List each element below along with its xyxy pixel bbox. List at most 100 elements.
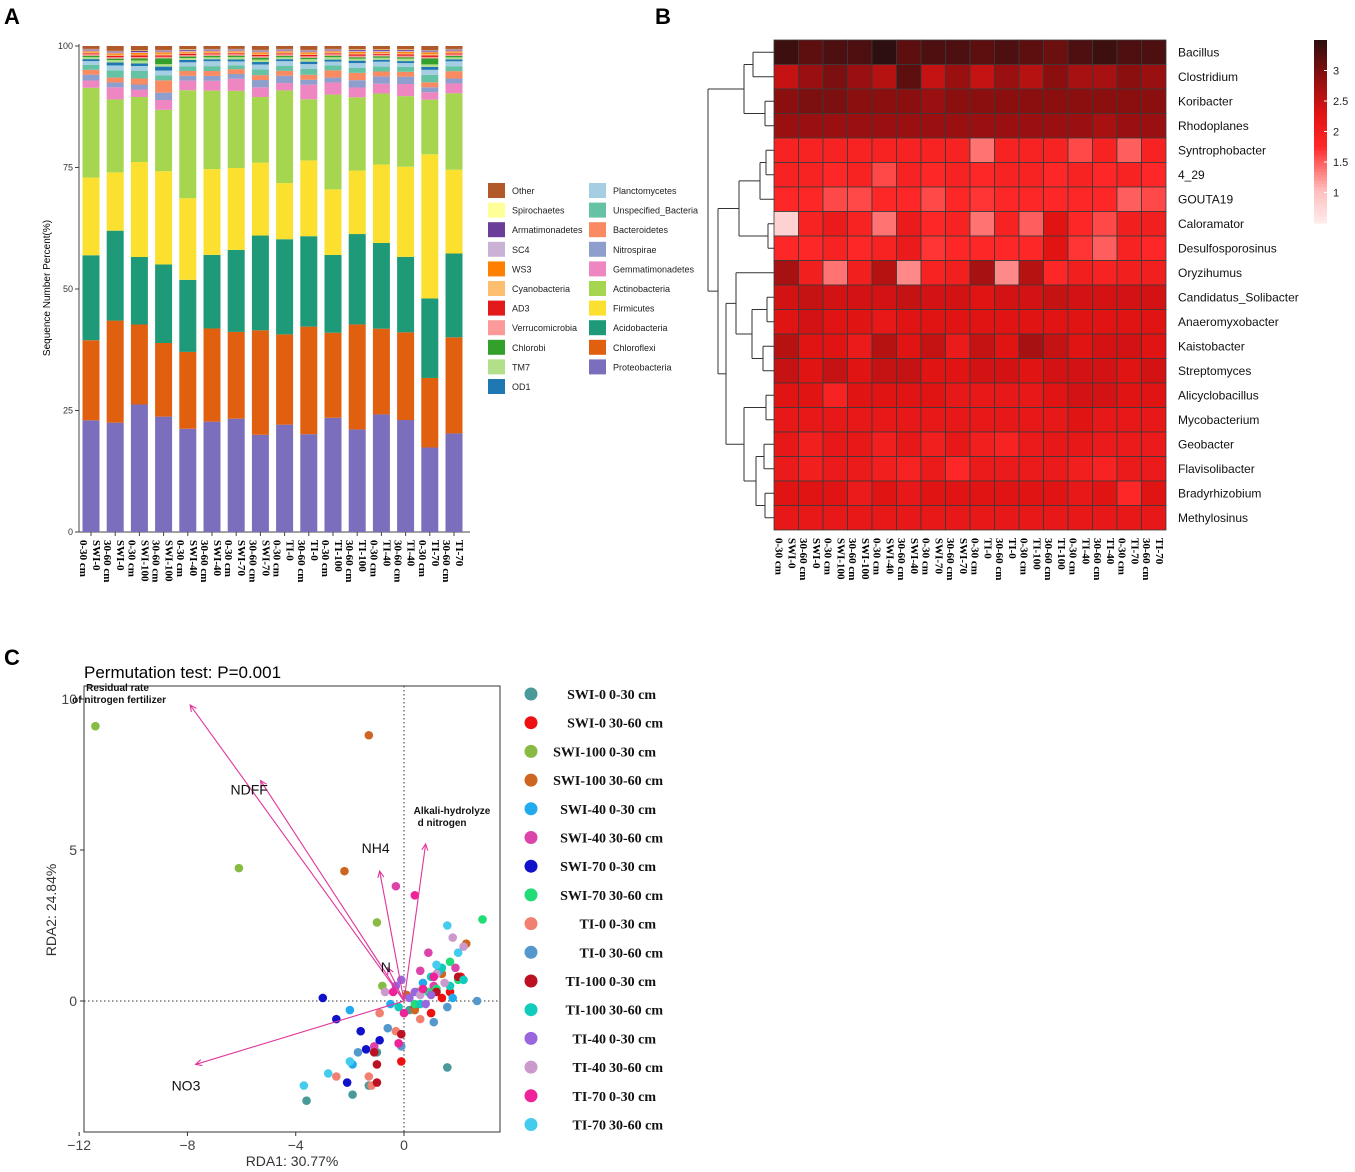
bar-segment-tm7 [348, 58, 366, 61]
rda-point [396, 1057, 406, 1066]
heatmap-cell [969, 382, 995, 408]
heatmap-row-label: Rhodoplanes [1178, 119, 1249, 133]
bar-segment-actinobacteria [300, 99, 318, 161]
bar-segment-sc4 [155, 51, 173, 53]
bar-segment-actinobacteria [155, 109, 173, 172]
bar-segment-proteobacteria [155, 416, 173, 532]
heatmap-cell [798, 260, 824, 286]
heatmap-cell [920, 480, 946, 506]
heatmap-col-label-depth: 0-30 cm [821, 538, 833, 575]
bar-segment-nitrospirae [445, 78, 463, 84]
rda-point [396, 1029, 406, 1039]
heatmap-cell [969, 186, 995, 212]
legend-swatch-chloroflexi [589, 339, 606, 355]
bar-segment-tm7 [82, 57, 100, 60]
bar-segment-ws3 [82, 51, 100, 53]
colorbar-segment [1314, 168, 1327, 172]
heatmap-cell [1043, 88, 1069, 114]
colorbar-tick-label: 1 [1333, 188, 1339, 200]
bar-segment-planctomycetes [203, 61, 221, 67]
bar-segment-proteobacteria [179, 428, 197, 532]
heatmap-cell [994, 480, 1020, 506]
heatmap-cell [945, 382, 971, 408]
bar-segment-tm7 [227, 57, 245, 60]
colorbar-segment [1314, 91, 1327, 96]
rda-point [410, 1005, 420, 1015]
rda-legend-depth: 0-30 cm [609, 860, 656, 875]
bar-chart-x-tick-label: TI-00-30 cm [271, 540, 296, 577]
rda-x-tick-label: 0 [400, 1137, 408, 1153]
bar-segment-actinobacteria [324, 94, 342, 190]
bar-segment-nitrospirae [421, 87, 439, 93]
bar-segment-actinobacteria [82, 87, 100, 178]
heatmap-cell [1092, 186, 1118, 212]
heatmap-row-label: Geobacter [1178, 437, 1234, 451]
legend-label-chloroflexi: Chloroflexi [613, 343, 656, 353]
bar-segment-nitrospirae [106, 82, 124, 88]
bar-segment-actinobacteria [251, 97, 269, 163]
bar-segment-other [348, 46, 366, 50]
bar-segment-ws3 [130, 53, 148, 55]
heatmap-colorbar: 1 1.5 2 2.5 3 [1314, 40, 1348, 224]
heatmap-cell [994, 382, 1020, 408]
heatmap-col-label-treatment: TI-40 [1104, 538, 1116, 565]
rda-legend-marker [524, 1003, 538, 1017]
heatmap-cell [920, 186, 946, 212]
rda-point [361, 1045, 371, 1054]
bar-segment-ad3 [300, 54, 318, 57]
heatmap-cell [896, 260, 922, 286]
heatmap-cell [945, 211, 971, 237]
bar-segment-nitrospirae [397, 76, 415, 84]
heatmap-cell [798, 505, 824, 531]
rda-point [424, 948, 433, 957]
heatmap-cell [1116, 358, 1142, 384]
bar-segment-ad3 [82, 53, 100, 55]
heatmap-cell [1043, 64, 1069, 90]
bar-segment-verrucomicrobia [445, 54, 463, 56]
bar-segment-nitrospirae [203, 75, 221, 81]
bar-segment-chloroflexi [227, 331, 245, 419]
bar-chart-x-tick-label: SWI-400-30 cm [174, 540, 199, 577]
heatmap-cell [1067, 39, 1093, 65]
bar-segment-armatimonadetes [445, 49, 463, 51]
heatmap-cell [798, 284, 824, 310]
bar-segment-gemmatimonadetes [203, 80, 221, 91]
rda-arrowhead [387, 966, 394, 975]
bar-segment-other [324, 46, 342, 49]
heatmap-cell [1043, 113, 1069, 139]
legend-label-armatimonadetes: Armatimonadetes [512, 225, 583, 235]
bar-segment-bacteroidetes [251, 75, 269, 81]
bar-segment-other [130, 46, 148, 51]
heatmap-cell [1067, 235, 1093, 261]
rda-arrowhead [377, 869, 385, 879]
bar-segment-unspecified_bacteria [397, 66, 415, 72]
bar-segment-armatimonadetes [300, 50, 318, 52]
bar-segment-verrucomicrobia [82, 54, 100, 56]
bar-segment-planctomycetes [130, 66, 148, 71]
bar-segment-ws3 [348, 51, 366, 54]
heatmap-cell [1116, 211, 1142, 237]
panel-c-rda-plot: Permutation test: P=0.001 RDA1: 30.77% R… [43, 663, 663, 1169]
bar-segment-armatimonadetes [324, 49, 342, 51]
bar-segment-planctomycetes [106, 65, 124, 71]
rda-legend-depth: 30-60 cm [609, 774, 663, 789]
rda-point [394, 1002, 403, 1012]
bar-segment-firmicutes [372, 164, 390, 243]
bar-x-label-depth: 0-30 cm [222, 540, 234, 577]
bar-segment-ad3 [251, 54, 269, 57]
heatmap-row-label: Streptomyces [1178, 364, 1251, 378]
bar-segment-od1 [445, 59, 463, 62]
bar-segment-other [300, 46, 318, 50]
bar-segment-od1 [324, 59, 342, 62]
heatmap-cell [773, 284, 799, 310]
bar-segment-unspecified_bacteria [421, 74, 439, 83]
rda-arrowhead [189, 704, 197, 713]
legend-swatch-actinobacteria [589, 281, 606, 296]
heatmap-cell [1092, 211, 1118, 237]
colorbar-segment [1314, 149, 1327, 154]
heatmap-column-label: TI-700-30 cm [1115, 538, 1140, 575]
bar-segment-planctomycetes [372, 61, 390, 67]
bar-segment-acidobacteria [372, 242, 390, 329]
heatmap-cell [1018, 456, 1044, 482]
